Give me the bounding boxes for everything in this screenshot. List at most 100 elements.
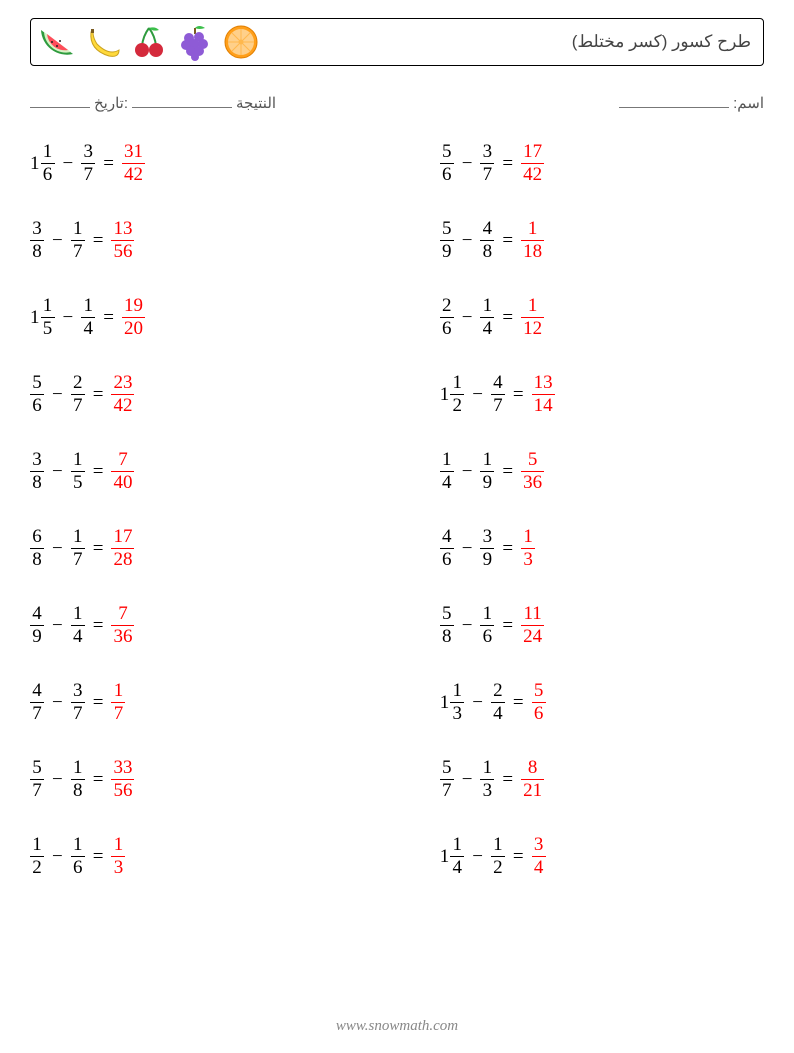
fraction: 14 bbox=[480, 296, 494, 339]
numerator: 5 bbox=[440, 219, 454, 239]
fraction: 13 bbox=[450, 681, 464, 724]
fraction: 47 bbox=[30, 681, 44, 724]
minus-op: − bbox=[52, 231, 63, 250]
denominator: 56 bbox=[111, 781, 134, 801]
score-blank[interactable] bbox=[132, 94, 232, 108]
numerator: 1 bbox=[526, 296, 540, 316]
denominator: 6 bbox=[30, 396, 44, 416]
whole-number: 1 bbox=[440, 693, 450, 712]
fraction: 3142 bbox=[122, 142, 145, 185]
denominator: 4 bbox=[481, 319, 495, 339]
name-blank[interactable] bbox=[619, 94, 729, 108]
numerator: 1 bbox=[71, 604, 85, 624]
equals-op: = bbox=[502, 770, 513, 789]
equation: 57−18=3356 bbox=[30, 758, 382, 801]
numerator: 4 bbox=[30, 604, 44, 624]
minus-op: − bbox=[462, 231, 473, 250]
denominator: 7 bbox=[81, 165, 95, 185]
fraction: 56 bbox=[30, 373, 44, 416]
denominator: 4 bbox=[81, 319, 95, 339]
score-date-field: النتيجة :تاريخ bbox=[30, 94, 276, 112]
problems-col-2: 56−37=174259−48=11826−14=112112−47=13141… bbox=[412, 142, 764, 878]
denominator: 56 bbox=[111, 242, 134, 262]
minus-op: − bbox=[52, 616, 63, 635]
minus-op: − bbox=[52, 847, 63, 866]
fraction: 39 bbox=[480, 527, 494, 570]
denominator: 7 bbox=[112, 704, 126, 724]
denominator: 4 bbox=[71, 627, 85, 647]
fraction: 34 bbox=[532, 835, 546, 878]
numerator: 3 bbox=[532, 835, 546, 855]
denominator: 3 bbox=[481, 781, 495, 801]
denominator: 21 bbox=[521, 781, 544, 801]
numerator: 1 bbox=[71, 527, 85, 547]
header: طرح كسور (كسر مختلط) bbox=[30, 18, 764, 66]
numerator: 1 bbox=[450, 373, 464, 393]
equals-op: = bbox=[93, 693, 104, 712]
fraction: 1314 bbox=[532, 373, 555, 416]
denominator: 7 bbox=[440, 781, 454, 801]
equals-op: = bbox=[502, 154, 513, 173]
numerator: 13 bbox=[111, 219, 134, 239]
footer-url: www.snowmath.com bbox=[0, 1018, 794, 1035]
minus-op: − bbox=[462, 154, 473, 173]
equals-op: = bbox=[502, 231, 513, 250]
denominator: 42 bbox=[122, 165, 145, 185]
fraction: 56 bbox=[532, 681, 546, 724]
orange-icon bbox=[221, 22, 261, 62]
fraction: 46 bbox=[440, 527, 454, 570]
numerator: 5 bbox=[440, 604, 454, 624]
date-blank[interactable] bbox=[30, 94, 90, 108]
fraction: 17 bbox=[111, 681, 125, 724]
fraction: 13 bbox=[480, 758, 494, 801]
fraction: 68 bbox=[30, 527, 44, 570]
numerator: 4 bbox=[30, 681, 44, 701]
equals-op: = bbox=[93, 539, 104, 558]
fraction: 17 bbox=[71, 527, 85, 570]
equals-op: = bbox=[502, 308, 513, 327]
whole-number: 1 bbox=[440, 385, 450, 404]
denominator: 8 bbox=[30, 550, 44, 570]
numerator: 7 bbox=[116, 450, 130, 470]
fraction: 3356 bbox=[111, 758, 134, 801]
equation: 26−14=112 bbox=[440, 296, 764, 339]
numerator: 5 bbox=[526, 450, 540, 470]
denominator: 7 bbox=[71, 704, 85, 724]
numerator: 17 bbox=[111, 527, 134, 547]
denominator: 6 bbox=[440, 550, 454, 570]
equals-op: = bbox=[93, 616, 104, 635]
numerator: 1 bbox=[450, 681, 464, 701]
equals-op: = bbox=[93, 231, 104, 250]
numerator: 1 bbox=[81, 296, 95, 316]
numerator: 1 bbox=[491, 835, 505, 855]
numerator: 6 bbox=[30, 527, 44, 547]
fraction: 14 bbox=[71, 604, 85, 647]
numerator: 1 bbox=[41, 296, 55, 316]
denominator: 18 bbox=[521, 242, 544, 262]
denominator: 3 bbox=[450, 704, 464, 724]
denominator: 3 bbox=[521, 550, 535, 570]
denominator: 7 bbox=[30, 704, 44, 724]
equals-op: = bbox=[103, 154, 114, 173]
denominator: 8 bbox=[30, 473, 44, 493]
whole-number: 1 bbox=[30, 308, 40, 327]
fraction: 112 bbox=[521, 296, 544, 339]
minus-op: − bbox=[52, 462, 63, 481]
numerator: 8 bbox=[526, 758, 540, 778]
numerator: 1 bbox=[71, 450, 85, 470]
fraction: 13 bbox=[111, 835, 125, 878]
worksheet-page: طرح كسور (كسر مختلط) اسم: النتيجة :تاريخ… bbox=[0, 0, 794, 1053]
fraction: 118 bbox=[521, 219, 544, 262]
fraction: 536 bbox=[521, 450, 544, 493]
fraction: 2342 bbox=[111, 373, 134, 416]
fraction: 1356 bbox=[111, 219, 134, 262]
denominator: 9 bbox=[440, 242, 454, 262]
equation: 115−14=1920 bbox=[30, 296, 382, 339]
numerator: 3 bbox=[30, 450, 44, 470]
fraction: 18 bbox=[71, 758, 85, 801]
denominator: 7 bbox=[491, 396, 505, 416]
numerator: 5 bbox=[30, 373, 44, 393]
numerator: 1 bbox=[30, 835, 44, 855]
watermelon-icon bbox=[37, 22, 77, 62]
numerator: 3 bbox=[481, 142, 495, 162]
